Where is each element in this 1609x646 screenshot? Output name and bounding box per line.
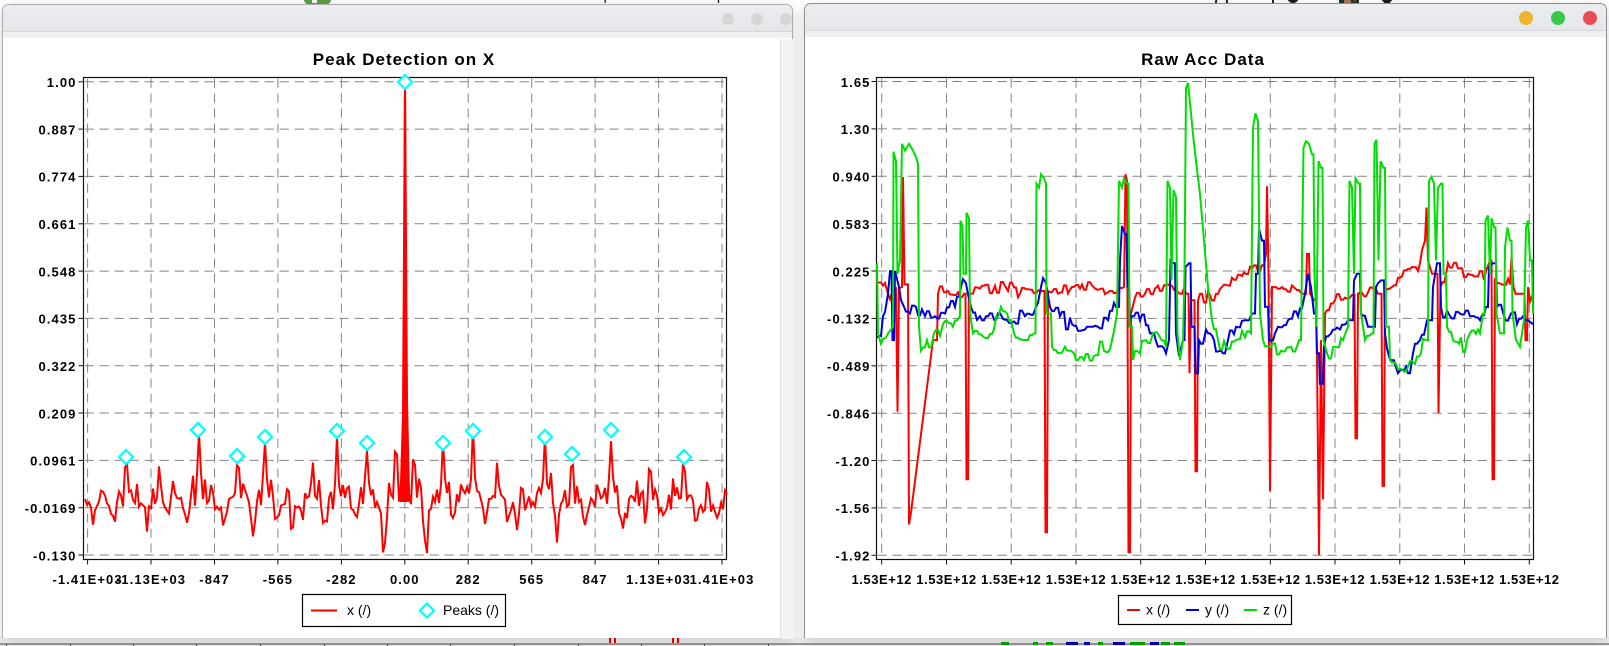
- svg-text:-0.489: -0.489: [827, 359, 870, 374]
- svg-text:1.53E+12: 1.53E+12: [1434, 572, 1494, 587]
- svg-text:282: 282: [456, 572, 481, 587]
- svg-text:0.940: 0.940: [832, 170, 870, 185]
- svg-text:y (/): y (/): [1205, 602, 1229, 618]
- svg-text:-0.846: -0.846: [827, 407, 870, 422]
- svg-text:1.00: 1.00: [47, 75, 77, 90]
- svg-text:0.661: 0.661: [38, 217, 76, 232]
- svg-text:-282: -282: [326, 572, 356, 587]
- svg-text:1.53E+12: 1.53E+12: [1499, 572, 1559, 587]
- svg-text:1.53E+12: 1.53E+12: [981, 572, 1041, 587]
- svg-text:0.435: 0.435: [38, 312, 76, 327]
- svg-text:-1.13E+03: -1.13E+03: [116, 572, 186, 587]
- svg-text:847: 847: [583, 572, 608, 587]
- svg-text:-565: -565: [263, 572, 293, 587]
- svg-text:-1.56: -1.56: [835, 501, 870, 516]
- svg-text:-0.130: -0.130: [33, 548, 76, 563]
- svg-text:-1.20: -1.20: [835, 454, 870, 469]
- svg-text:1.53E+12: 1.53E+12: [1305, 572, 1365, 587]
- svg-text:0.0961: 0.0961: [30, 454, 76, 469]
- svg-text:565: 565: [519, 572, 544, 587]
- svg-text:x (/): x (/): [1146, 602, 1170, 618]
- svg-text:-0.132: -0.132: [827, 312, 870, 327]
- svg-text:1.65: 1.65: [841, 75, 871, 90]
- svg-text:-0.0169: -0.0169: [25, 501, 77, 516]
- svg-text:1.53E+12: 1.53E+12: [1370, 572, 1430, 587]
- svg-text:Raw Acc Data: Raw Acc Data: [1141, 50, 1265, 69]
- svg-text:1.53E+12: 1.53E+12: [916, 572, 976, 587]
- svg-text:0.887: 0.887: [38, 122, 76, 137]
- svg-text:0.00: 0.00: [390, 572, 420, 587]
- svg-text:0.774: 0.774: [38, 170, 76, 185]
- svg-text:-847: -847: [199, 572, 229, 587]
- svg-text:0.225: 0.225: [832, 264, 870, 279]
- svg-text:Peak Detection on X: Peak Detection on X: [313, 50, 495, 69]
- svg-text:1.41E+03: 1.41E+03: [690, 572, 755, 587]
- svg-text:1.53E+12: 1.53E+12: [1046, 572, 1106, 587]
- svg-text:-1.92: -1.92: [835, 549, 870, 564]
- svg-text:1.53E+12: 1.53E+12: [1240, 572, 1300, 587]
- svg-text:0.322: 0.322: [38, 359, 76, 374]
- svg-text:z (/): z (/): [1263, 602, 1287, 618]
- svg-text:1.30: 1.30: [841, 122, 871, 137]
- svg-text:0.548: 0.548: [38, 264, 76, 279]
- svg-text:Peaks (/): Peaks (/): [443, 602, 499, 618]
- svg-text:0.209: 0.209: [38, 406, 76, 421]
- svg-text:1.13E+03: 1.13E+03: [626, 572, 691, 587]
- svg-text:1.53E+12: 1.53E+12: [1110, 572, 1170, 587]
- svg-text:0.583: 0.583: [832, 217, 870, 232]
- svg-text:1.53E+12: 1.53E+12: [851, 572, 911, 587]
- svg-text:-1.41E+03: -1.41E+03: [52, 572, 122, 587]
- svg-text:1.53E+12: 1.53E+12: [1175, 572, 1235, 587]
- svg-text:x (/): x (/): [347, 602, 371, 618]
